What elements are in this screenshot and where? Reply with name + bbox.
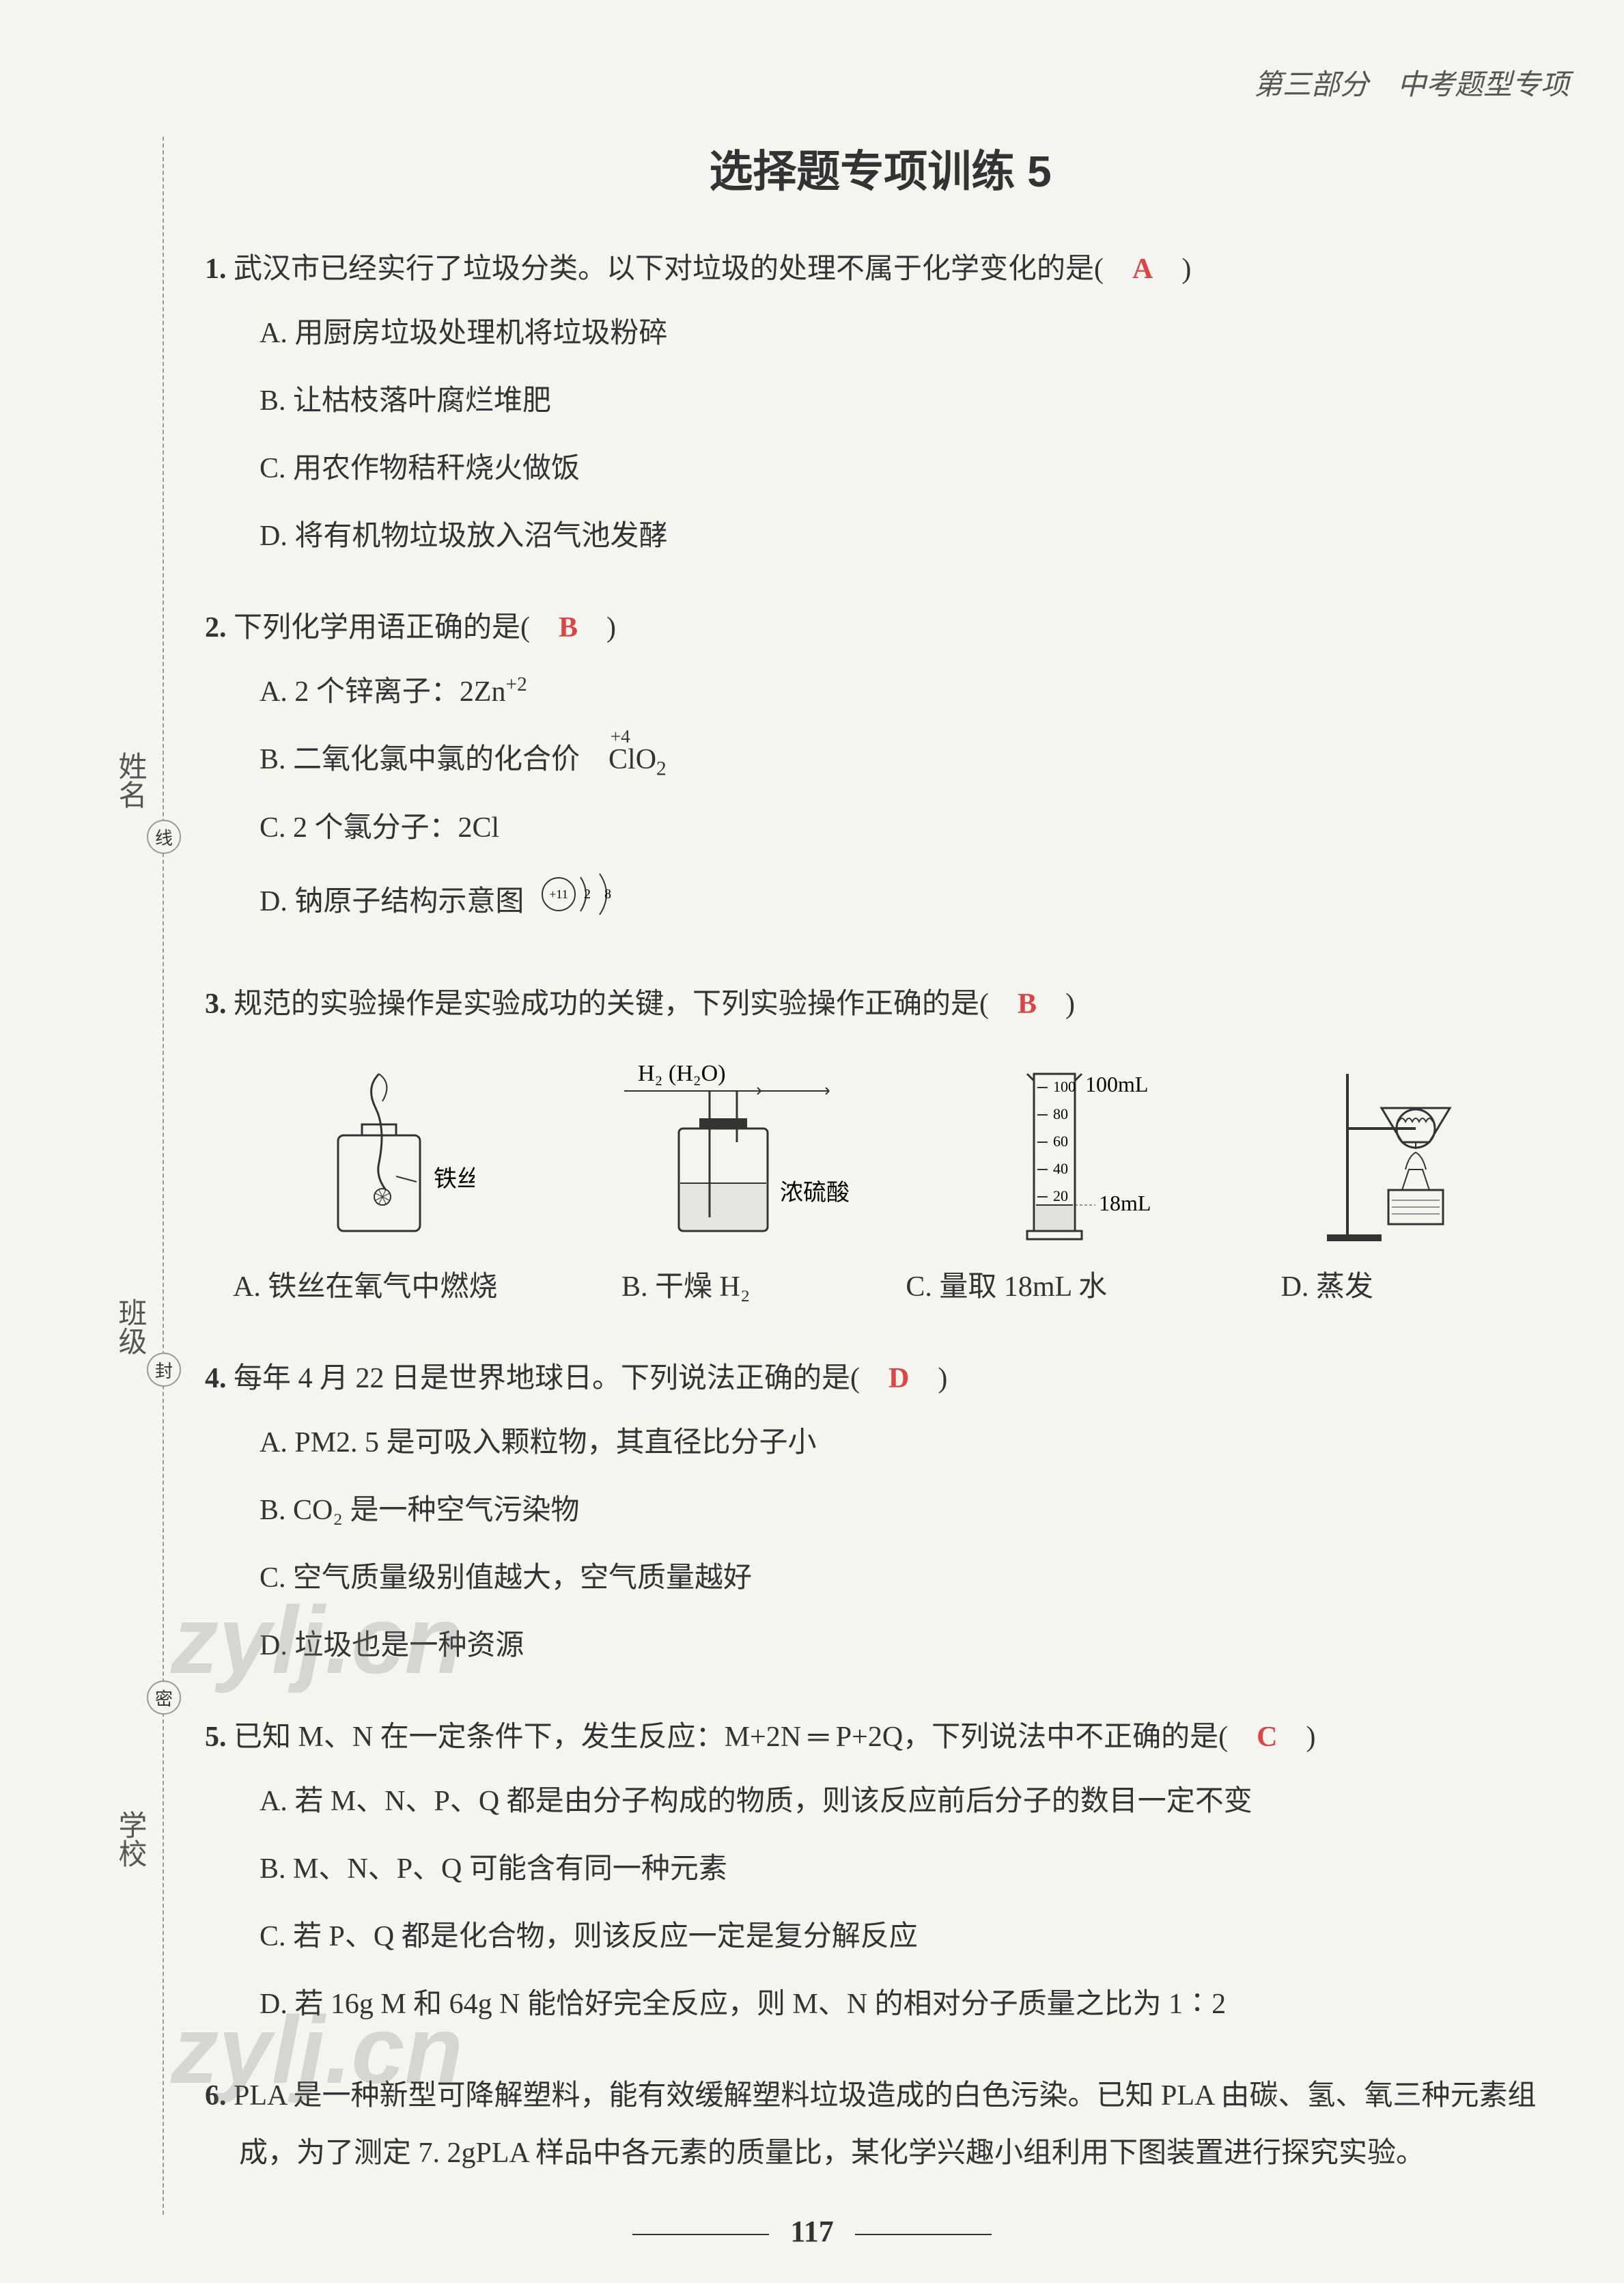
q4-opt-c: C. 空气质量级别值越大，空气质量越好 bbox=[260, 1549, 1556, 1607]
q4-stem-end: ) bbox=[909, 1363, 947, 1394]
question-6: 6. PLA 是一种新型可降解塑料，能有效缓解塑料垃圾造成的白色污染。已知 PL… bbox=[205, 2067, 1556, 2182]
q4-answer: D bbox=[888, 1363, 909, 1394]
question-3: 3. 规范的实验操作是实验成功的关键，下列实验操作正确的是( B ) 铁丝 bbox=[205, 976, 1556, 1316]
q5-opt-d: D. 若 16g M 和 64g N 能恰好完全反应，则 M、N 的相对分子质量… bbox=[260, 1976, 1556, 2033]
q2-answer: B bbox=[559, 612, 578, 644]
binding-label-school: 学校 bbox=[109, 1810, 151, 1868]
q6-num: 6. bbox=[205, 2080, 227, 2112]
q5-stem: 已知 M、N 在一定条件下，发生反应：M+2N ═ P+2Q，下列说法中不正确的… bbox=[227, 1721, 1257, 1753]
q5-stem-end: ) bbox=[1278, 1721, 1316, 1753]
binding-circle-2: 封 bbox=[147, 1353, 181, 1387]
q1-opt-d: D. 将有机物垃圾放入沼气池发酵 bbox=[260, 508, 1556, 565]
q2-stem: 下列化学用语正确的是( bbox=[227, 612, 559, 644]
q5-opt-c: C. 若 P、Q 都是化合物，则该反应一定是复分解反应 bbox=[260, 1908, 1556, 1965]
q5-answer: C bbox=[1257, 1721, 1277, 1753]
q3-diagram-c: 100 80 60 40 20 100mL 18mL bbox=[979, 1053, 1184, 1245]
svg-text:8: 8 bbox=[604, 887, 611, 902]
q3-caption-a: A. 铁丝在氧气中燃烧 bbox=[205, 1258, 526, 1316]
q1-opt-a: A. 用厨房垃圾处理机将垃圾粉碎 bbox=[260, 305, 1556, 362]
q2-num: 2. bbox=[205, 612, 227, 644]
q6-stem: PLA 是一种新型可降解塑料，能有效缓解塑料垃圾造成的白色污染。已知 PLA 由… bbox=[227, 2080, 1537, 2169]
q3-answer: B bbox=[1018, 988, 1037, 1020]
binding-label-name: 姓名 bbox=[109, 751, 151, 809]
q4-opt-a: A. PM2. 5 是可吸入颗粒物，其直径比分子小 bbox=[260, 1414, 1556, 1471]
q1-opt-b: B. 让枯枝落叶腐烂堆肥 bbox=[260, 372, 1556, 430]
q3-caption-b: B. 干燥 H₂ bbox=[526, 1258, 847, 1316]
page-number-value: 117 bbox=[790, 2215, 834, 2248]
svg-text:+11: +11 bbox=[549, 887, 568, 901]
q3-stem: 规范的实验操作是实验成功的关键，下列实验操作正确的是( bbox=[227, 988, 1018, 1020]
atom-diagram-icon: +11 2 8 bbox=[538, 867, 634, 941]
q3-caption-d: D. 蒸发 bbox=[1167, 1258, 1488, 1316]
svg-text:100mL: 100mL bbox=[1085, 1072, 1148, 1096]
question-5: 5. 已知 M、N 在一定条件下，发生反应：M+2N ═ P+2Q，下列说法中不… bbox=[205, 1708, 1556, 2033]
svg-text:20: 20 bbox=[1053, 1187, 1068, 1204]
question-2: 2. 下列化学用语正确的是( B ) A. 2 个锌离子：2Zn+2 B. 二氧… bbox=[205, 599, 1556, 941]
binding-margin: 姓名 班级 学校 线 封 密 bbox=[96, 137, 164, 2215]
q1-num: 1. bbox=[205, 253, 227, 285]
binding-label-class: 班级 bbox=[109, 1298, 151, 1355]
svg-text:100: 100 bbox=[1053, 1078, 1076, 1095]
svg-text:80: 80 bbox=[1053, 1105, 1068, 1122]
binding-circle-1: 线 bbox=[147, 820, 181, 854]
q5-opt-b: B. M、N、P、Q 可能含有同一种元素 bbox=[260, 1840, 1556, 1898]
q3-diagram-d bbox=[1313, 1053, 1491, 1245]
q3-diagram-b: H₂ (H₂O) 浓硫酸 bbox=[604, 1053, 850, 1245]
svg-text:60: 60 bbox=[1053, 1133, 1068, 1150]
page-content: 选择题专项训练 5 1. 武汉市已经实行了垃圾分类。以下对垃圾的处理不属于化学变… bbox=[205, 137, 1556, 2216]
svg-text:浓硫酸: 浓硫酸 bbox=[780, 1180, 850, 1206]
page-title: 选择题专项训练 5 bbox=[205, 137, 1556, 199]
q2-opt-b: B. 二氧化氯中氯的化合价 +4ClO2 bbox=[260, 731, 1556, 789]
binding-circle-3: 密 bbox=[147, 1680, 181, 1715]
page-number: 117 bbox=[0, 2214, 1624, 2249]
q3-diagram-a: 铁丝 bbox=[297, 1053, 475, 1245]
q3-stem-end: ) bbox=[1037, 988, 1075, 1020]
q2-stem-end: ) bbox=[578, 612, 616, 644]
q1-answer: A bbox=[1132, 253, 1153, 285]
q5-num: 5. bbox=[205, 1721, 227, 1753]
q4-num: 4. bbox=[205, 1363, 227, 1394]
q4-stem: 每年 4 月 22 日是世界地球日。下列说法正确的是( bbox=[227, 1363, 889, 1394]
q3-num: 3. bbox=[205, 988, 227, 1020]
svg-text:18mL: 18mL bbox=[1099, 1191, 1151, 1215]
q5-opt-a: A. 若 M、N、P、Q 都是由分子构成的物质，则该反应前后分子的数目一定不变 bbox=[260, 1773, 1556, 1830]
q1-stem-end: ) bbox=[1153, 253, 1191, 285]
q1-stem: 武汉市已经实行了垃圾分类。以下对垃圾的处理不属于化学变化的是( bbox=[227, 253, 1133, 285]
question-1: 1. 武汉市已经实行了垃圾分类。以下对垃圾的处理不属于化学变化的是( A ) A… bbox=[205, 240, 1556, 565]
q1-opt-c: C. 用农作物秸秆烧火做饭 bbox=[260, 440, 1556, 497]
header-section-label: 第三部分 中考题型专项 bbox=[1254, 61, 1569, 103]
q4-opt-d: D. 垃圾也是一种资源 bbox=[260, 1617, 1556, 1674]
q2-opt-d: D. 钠原子结构示意图 +11 2 8 bbox=[260, 867, 1556, 941]
q2-opt-c: C. 2 个氯分子：2Cl bbox=[260, 799, 1556, 857]
svg-text:铁丝: 铁丝 bbox=[434, 1166, 475, 1192]
svg-text:40: 40 bbox=[1053, 1160, 1068, 1177]
svg-text:H₂ (H₂O): H₂ (H₂O) bbox=[638, 1061, 726, 1086]
q2-opt-a: A. 2 个锌离子：2Zn+2 bbox=[260, 663, 1556, 721]
question-4: 4. 每年 4 月 22 日是世界地球日。下列说法正确的是( D ) A. PM… bbox=[205, 1350, 1556, 1674]
q4-opt-b: B. CO₂ 是一种空气污染物 bbox=[260, 1482, 1556, 1539]
q3-caption-c: C. 量取 18mL 水 bbox=[846, 1258, 1167, 1316]
svg-text:2: 2 bbox=[584, 887, 591, 902]
